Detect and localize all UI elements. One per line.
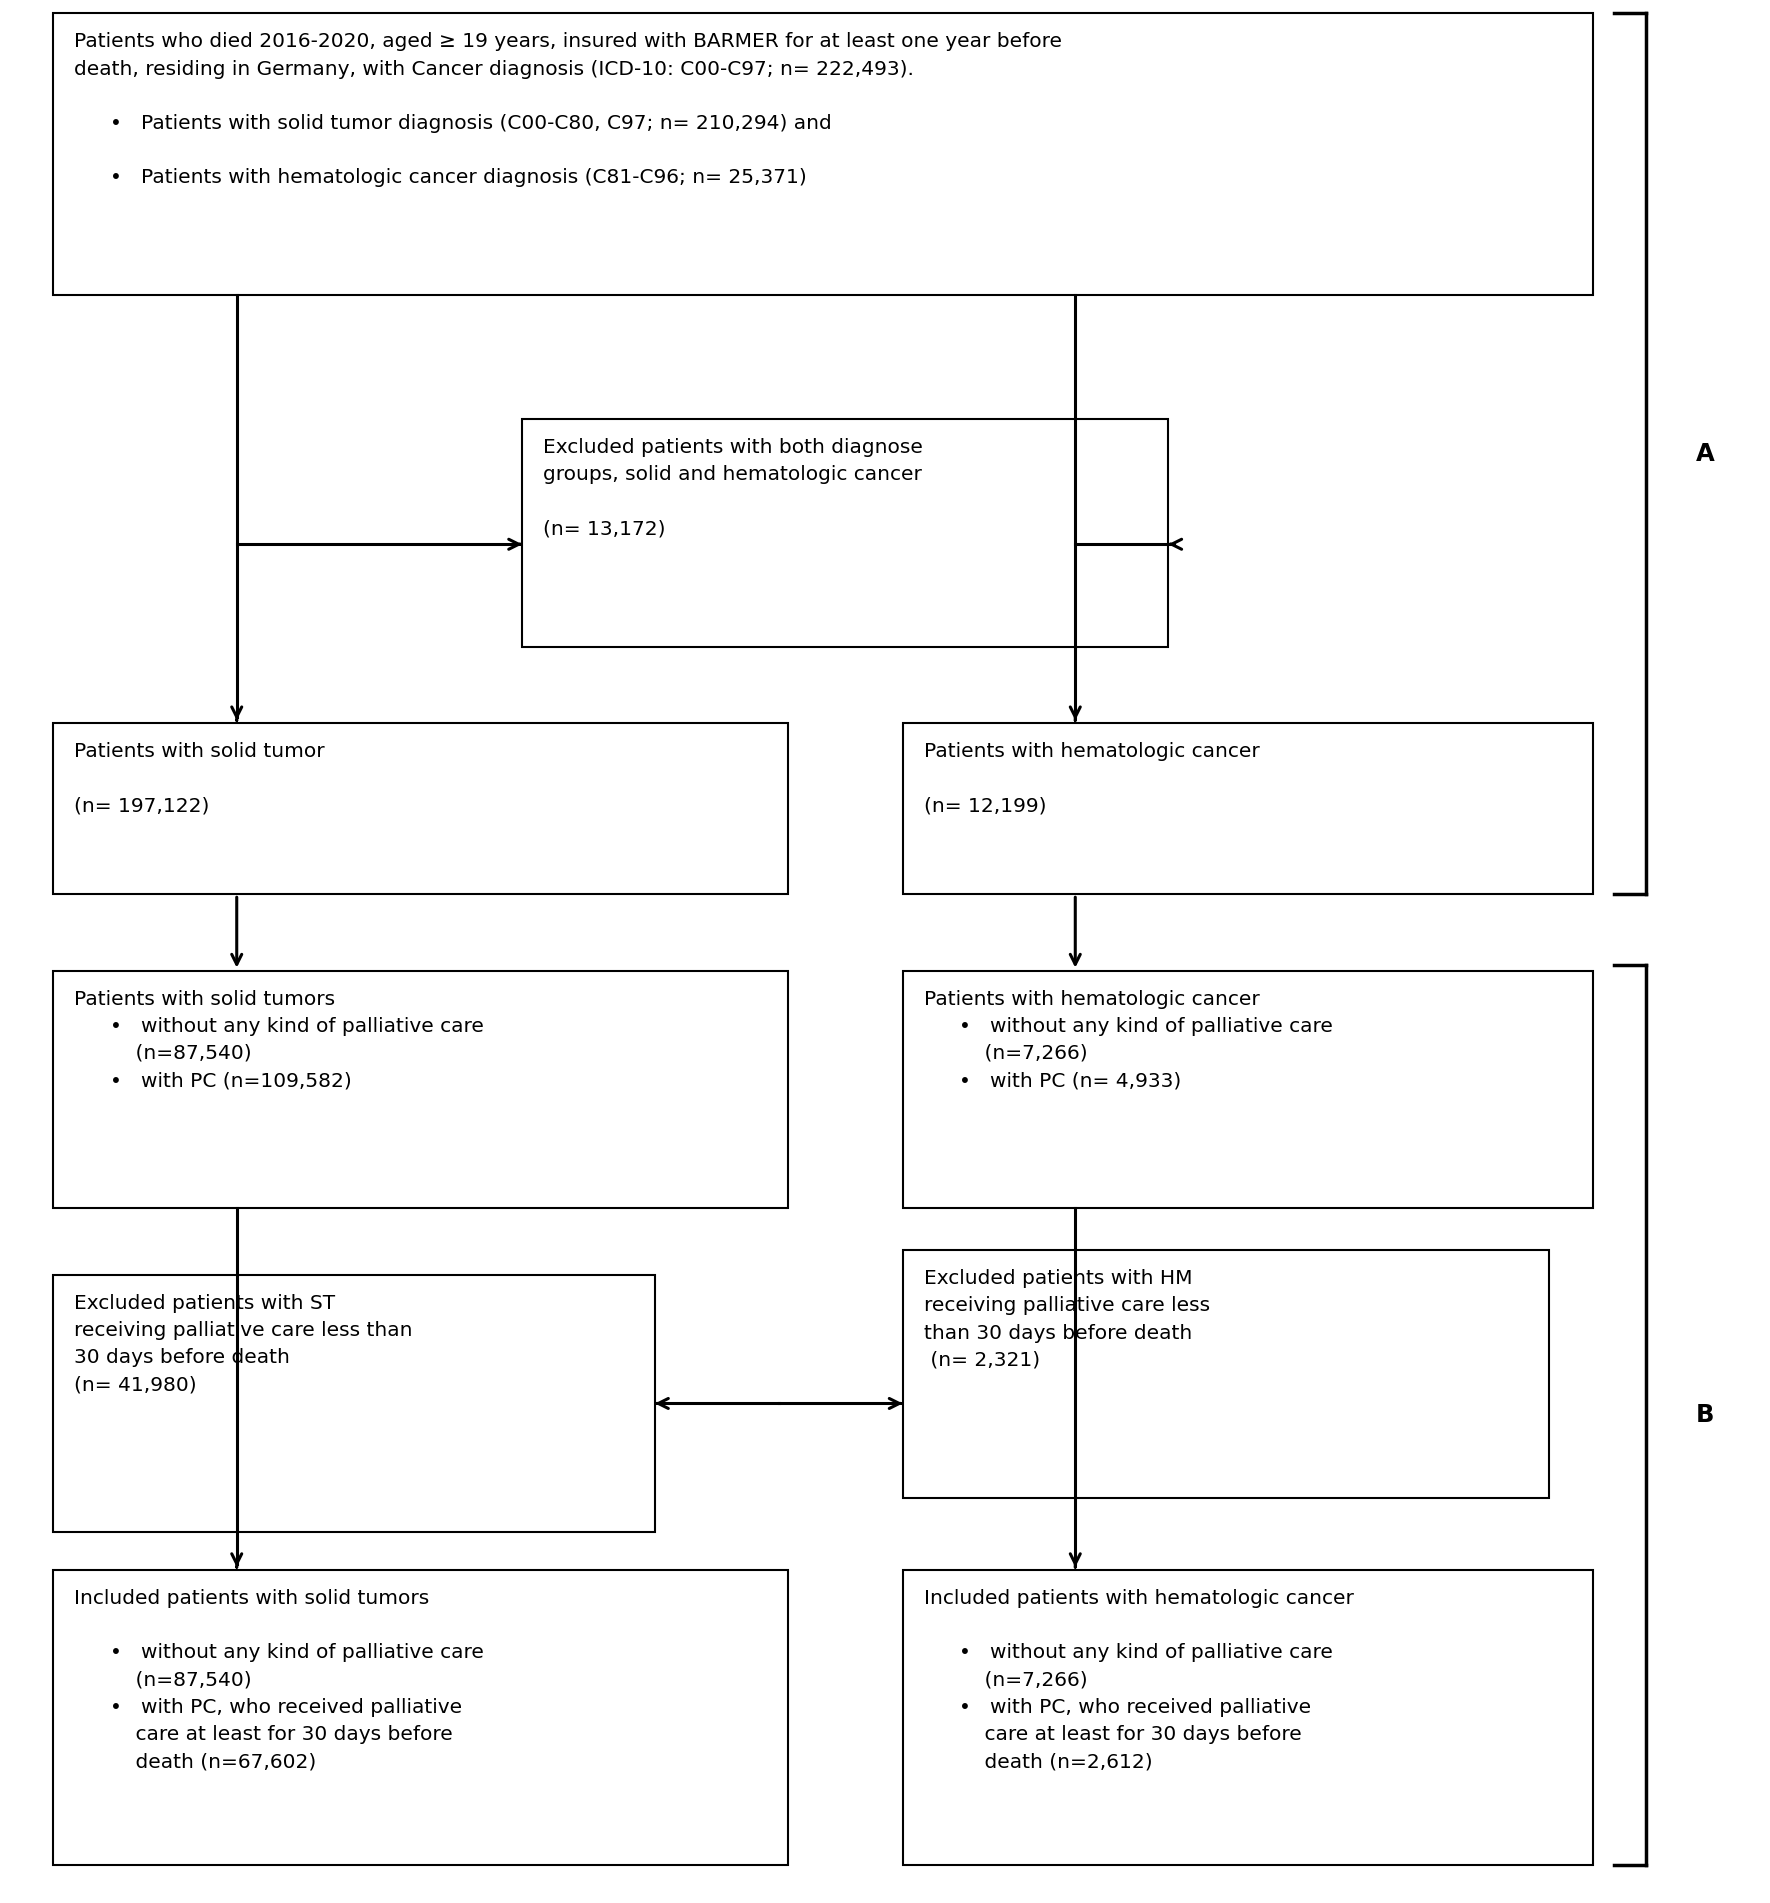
Text: groups, solid and hematologic cancer: groups, solid and hematologic cancer [543, 464, 922, 483]
Text: (n=7,266): (n=7,266) [959, 1671, 1089, 1690]
Text: (n=87,540): (n=87,540) [110, 1671, 251, 1690]
Text: care at least for 30 days before: care at least for 30 days before [110, 1724, 453, 1743]
Text: •   with PC, who received palliative: • with PC, who received palliative [959, 1697, 1312, 1717]
FancyBboxPatch shape [53, 1570, 788, 1865]
Text: death, residing in Germany, with Cancer diagnosis (ICD-10: C00-C97; n= 222,493).: death, residing in Germany, with Cancer … [74, 59, 915, 78]
Text: •   Patients with solid tumor diagnosis (C00-C80, C97; n= 210,294) and: • Patients with solid tumor diagnosis (C… [110, 114, 832, 133]
Text: death (n=67,602): death (n=67,602) [110, 1753, 317, 1772]
FancyBboxPatch shape [903, 723, 1593, 894]
FancyBboxPatch shape [53, 971, 788, 1208]
Text: Excluded patients with ST: Excluded patients with ST [74, 1294, 336, 1313]
Text: Patients with solid tumor: Patients with solid tumor [74, 742, 326, 761]
Text: (n= 41,980): (n= 41,980) [74, 1376, 196, 1395]
Text: Patients with hematologic cancer: Patients with hematologic cancer [924, 742, 1260, 761]
Text: (n=87,540): (n=87,540) [110, 1045, 251, 1064]
Text: •   with PC, who received palliative: • with PC, who received palliative [110, 1697, 462, 1717]
Text: (n= 12,199): (n= 12,199) [924, 797, 1046, 816]
Text: Patients who died 2016-2020, aged ≥ 19 years, insured with BARMER for at least o: Patients who died 2016-2020, aged ≥ 19 y… [74, 32, 1062, 51]
FancyBboxPatch shape [53, 1275, 655, 1532]
Text: Included patients with hematologic cancer: Included patients with hematologic cance… [924, 1589, 1354, 1608]
Text: •   without any kind of palliative care: • without any kind of palliative care [959, 1644, 1333, 1663]
Text: (n= 197,122): (n= 197,122) [74, 797, 209, 816]
Text: Included patients with solid tumors: Included patients with solid tumors [74, 1589, 430, 1608]
Text: 30 days before death: 30 days before death [74, 1349, 290, 1368]
Text: •   without any kind of palliative care: • without any kind of palliative care [110, 1016, 483, 1035]
Text: Patients with hematologic cancer: Patients with hematologic cancer [924, 990, 1260, 1009]
Text: •   Patients with hematologic cancer diagnosis (C81-C96; n= 25,371): • Patients with hematologic cancer diagn… [110, 167, 807, 186]
FancyBboxPatch shape [53, 13, 1593, 295]
Text: A: A [1696, 441, 1715, 466]
Text: (n=7,266): (n=7,266) [959, 1045, 1089, 1064]
Text: Excluded patients with HM: Excluded patients with HM [924, 1269, 1193, 1288]
Text: death (n=2,612): death (n=2,612) [959, 1753, 1152, 1772]
FancyBboxPatch shape [53, 723, 788, 894]
Text: B: B [1696, 1403, 1713, 1427]
FancyBboxPatch shape [903, 1250, 1549, 1498]
Text: •   with PC (n= 4,933): • with PC (n= 4,933) [959, 1071, 1182, 1090]
Text: •   without any kind of palliative care: • without any kind of palliative care [959, 1016, 1333, 1035]
FancyBboxPatch shape [903, 1570, 1593, 1865]
Text: care at least for 30 days before: care at least for 30 days before [959, 1724, 1303, 1743]
FancyBboxPatch shape [522, 419, 1168, 647]
Text: Excluded patients with both diagnose: Excluded patients with both diagnose [543, 438, 924, 457]
Text: Patients with solid tumors: Patients with solid tumors [74, 990, 336, 1009]
Text: receiving palliative care less than: receiving palliative care less than [74, 1321, 412, 1340]
Text: (n= 13,172): (n= 13,172) [543, 520, 666, 539]
FancyBboxPatch shape [903, 971, 1593, 1208]
Text: •   with PC (n=109,582): • with PC (n=109,582) [110, 1071, 352, 1090]
Text: •   without any kind of palliative care: • without any kind of palliative care [110, 1644, 483, 1663]
Text: than 30 days before death: than 30 days before death [924, 1324, 1193, 1344]
Text: (n= 2,321): (n= 2,321) [924, 1351, 1041, 1370]
Text: receiving palliative care less: receiving palliative care less [924, 1296, 1211, 1315]
